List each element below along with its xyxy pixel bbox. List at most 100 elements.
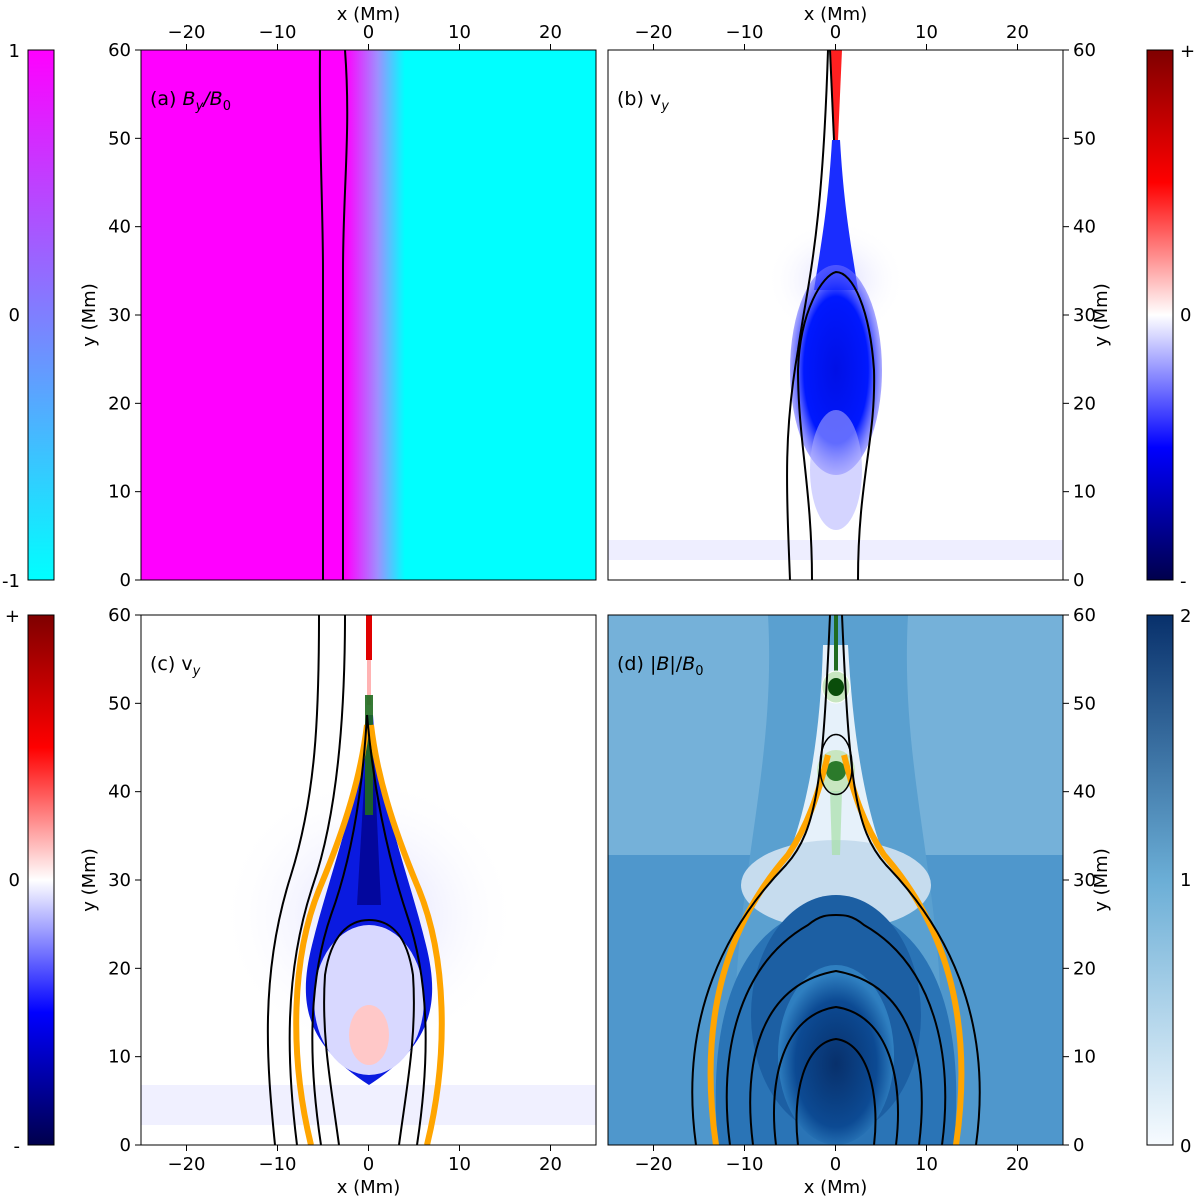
colorbar-b-tick-min: -: [1180, 571, 1187, 592]
x-axis-label: x (Mm): [337, 1177, 400, 1198]
colorbar-a-tick-max: 1: [9, 41, 20, 62]
y-tick-label: 30: [1073, 305, 1096, 326]
x-tick-label: −20: [168, 1154, 206, 1175]
colorbar-a-tick-mid: 0: [9, 305, 20, 326]
x-axis-label: x (Mm): [804, 1177, 867, 1198]
panel-b-field-line: [786, 50, 829, 580]
y-tick-label: 60: [108, 40, 131, 61]
x-tick-label: 20: [1006, 22, 1029, 43]
panel-c-flux-rope: [323, 918, 415, 1145]
y-tick-label: 0: [120, 1135, 131, 1156]
panel-label: (a) By/B0: [150, 88, 231, 114]
x-tick-label: 0: [830, 1154, 841, 1175]
colorbar-d: 2 1 0: [1146, 606, 1191, 1157]
y-tick-label: 30: [1073, 870, 1096, 891]
panel-b-jet-down: [814, 140, 858, 290]
x-tick-label: 0: [830, 22, 841, 43]
colorbar-a: 1 0 -1: [2, 41, 55, 592]
colorbar-d-tick-mid: 1: [1180, 870, 1191, 891]
y-tick-label: 40: [1073, 782, 1096, 803]
panel-d: [607, 614, 1064, 1146]
panel-d-field-line: [773, 1005, 899, 1145]
y-tick-label: 30: [108, 305, 131, 326]
y-tick-label: 50: [108, 693, 131, 714]
panel-c: [140, 614, 597, 1146]
panel-c-separatrix: [368, 724, 445, 1145]
panel-c-flux-rope-interior: [314, 925, 424, 1075]
x-tick-label: −10: [726, 22, 764, 43]
x-tick-label: 10: [448, 1154, 471, 1175]
y-tick-label: 0: [1073, 570, 1084, 591]
x-tick-label: 10: [915, 22, 938, 43]
x-tick-label: 10: [448, 22, 471, 43]
y-axis-label: y (Mm): [79, 848, 100, 911]
y-axis-label: y (Mm): [1091, 283, 1112, 346]
y-tick-label: 10: [108, 482, 131, 503]
panel-c-jet-up: [366, 615, 372, 660]
y-tick-label: 10: [1073, 1047, 1096, 1068]
y-tick-label: 30: [108, 870, 131, 891]
axes-layer: −20 −10 0 10 20 0 10 20 30 40 50 60 x (Mm) y (Mm) (a) …: [79, 4, 1112, 1198]
x-tick-label: −10: [259, 1154, 297, 1175]
y-tick-label: 60: [1073, 605, 1096, 626]
x-tick-label: −10: [259, 22, 297, 43]
y-tick-label: 20: [1073, 958, 1096, 979]
x-tick-label: −20: [635, 22, 673, 43]
x-tick-label: 10: [915, 1154, 938, 1175]
y-axis-label: y (Mm): [1091, 848, 1112, 911]
x-tick-label: 0: [363, 22, 374, 43]
panel-c-field-line: [288, 615, 346, 1145]
colorbar-b-tick-max: +: [1180, 41, 1195, 62]
panel-c-separatrix: [293, 724, 370, 1145]
y-tick-label: 20: [108, 958, 131, 979]
y-axis-label: y (Mm): [79, 283, 100, 346]
colorbar-b: + 0 -: [1146, 41, 1195, 592]
panel-b: [607, 49, 1064, 581]
colorbar-c: + 0 -: [5, 606, 55, 1157]
colorbar-d-tick-min: 0: [1180, 1136, 1191, 1157]
colorbar-c-tick-mid: 0: [9, 870, 20, 891]
panel-label: (c) vy: [150, 653, 201, 679]
panel-d-core: [778, 965, 894, 1145]
y-tick-label: 0: [120, 570, 131, 591]
colorbar-d-tick-max: 2: [1180, 606, 1191, 627]
x-tick-label: 20: [539, 1154, 562, 1175]
panel-b-field-line: [796, 270, 876, 580]
y-tick-label: 50: [1073, 128, 1096, 149]
y-tick-label: 40: [108, 217, 131, 238]
y-tick-label: 10: [108, 1047, 131, 1068]
x-tick-label: 20: [539, 22, 562, 43]
panel-d-field-line: [795, 1037, 877, 1145]
x-tick-label: 20: [1006, 1154, 1029, 1175]
panel-a-field-line: [342, 50, 349, 580]
x-axis-label: x (Mm): [804, 4, 867, 25]
y-tick-label: 60: [1073, 40, 1096, 61]
y-tick-label: 40: [108, 782, 131, 803]
panel-label: (b) vy: [617, 88, 669, 114]
x-tick-label: −10: [726, 1154, 764, 1175]
panel-a-field: [141, 50, 596, 580]
panel-a: [140, 49, 597, 581]
x-axis-label: x (Mm): [337, 4, 400, 25]
y-tick-label: 60: [108, 605, 131, 626]
panel-d-field-line: [725, 913, 947, 1145]
y-tick-label: 50: [108, 128, 131, 149]
panel-d-field-line: [691, 615, 831, 1145]
x-tick-label: −20: [168, 22, 206, 43]
panel-a-field-line: [318, 50, 324, 580]
panel-c-field-line: [266, 615, 320, 1145]
colorbar-a-tick-min: -1: [2, 571, 20, 592]
y-tick-label: 0: [1073, 1135, 1084, 1156]
x-tick-label: 0: [363, 1154, 374, 1175]
colorbar-c-tick-min: -: [14, 1136, 21, 1157]
y-tick-label: 10: [1073, 482, 1096, 503]
x-tick-label: −20: [635, 1154, 673, 1175]
y-tick-label: 20: [1073, 393, 1096, 414]
colorbar-c-tick-max: +: [5, 606, 20, 627]
y-tick-label: 20: [108, 393, 131, 414]
panel-label: (d) |B|/B0: [617, 653, 704, 679]
panel-c-field-line: [311, 714, 427, 1145]
panel-b-downflow-blob: [790, 265, 882, 475]
y-tick-label: 40: [1073, 217, 1096, 238]
